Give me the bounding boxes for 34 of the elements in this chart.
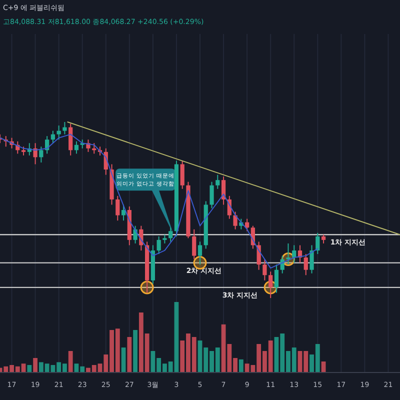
- candlestick: [180, 160, 184, 190]
- candlestick: [33, 142, 38, 165]
- bar: [127, 337, 132, 372]
- candlestick: [310, 244, 314, 274]
- candlestick: [56, 125, 61, 140]
- candlestick: [210, 181, 214, 209]
- candlestick: [133, 225, 138, 244]
- candlestick: [50, 130, 55, 144]
- candlestick: [192, 228, 196, 260]
- candlestick: [233, 211, 238, 230]
- candlestick: [121, 204, 126, 222]
- candlestick: [156, 236, 161, 254]
- candlestick: [316, 232, 320, 254]
- candlestick: [292, 244, 296, 264]
- candlestick: [62, 122, 67, 135]
- candlestick: [68, 123, 73, 156]
- bar: [33, 358, 38, 372]
- candlestick: [116, 195, 120, 222]
- bar: [27, 365, 32, 372]
- candlestick: [168, 227, 173, 242]
- candlestick: [268, 271, 273, 298]
- bar: [321, 362, 326, 372]
- candlestick: [74, 140, 79, 154]
- candlestick: [216, 174, 220, 190]
- candlestick: [286, 242, 290, 266]
- bar: [121, 348, 126, 372]
- candlestick: [274, 264, 279, 294]
- candlestick: [39, 146, 44, 163]
- bar: [238, 359, 244, 372]
- bar: [133, 330, 138, 372]
- bar: [68, 351, 73, 372]
- candlestick: [304, 254, 308, 276]
- candlestick: [262, 258, 267, 281]
- candlestick: [198, 241, 202, 266]
